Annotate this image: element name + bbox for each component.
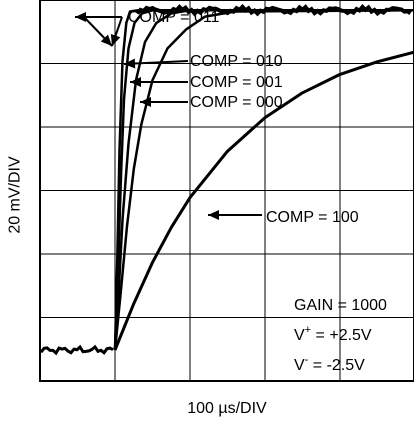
settled-trace-band bbox=[135, 3, 412, 17]
condition-vplus: V+ = +2.5V bbox=[294, 324, 372, 344]
trace-001 bbox=[113, 9, 414, 351]
label-comp-001: COMP = 001 bbox=[190, 74, 283, 91]
traces bbox=[39, 3, 414, 356]
comp-100-arrow-arrowhead bbox=[208, 210, 219, 220]
comp-011-arrow-b-arrowhead bbox=[100, 34, 112, 46]
condition-vminus: V- = -2.5V bbox=[294, 354, 365, 374]
baseline-trace bbox=[39, 344, 114, 356]
plot-frame bbox=[39, 0, 414, 382]
comp-001-arrow-arrowhead bbox=[130, 77, 141, 87]
trace-100 bbox=[113, 50, 414, 351]
y-axis-label-wrap: 20 mV/DIV bbox=[2, 72, 30, 318]
trace-000 bbox=[113, 9, 414, 351]
comp-011-arrow-c-arrowhead bbox=[110, 33, 121, 46]
label-comp-000: COMP = 000 bbox=[190, 94, 283, 111]
comp-010-arrow-arrowhead bbox=[124, 58, 136, 69]
trace-011 bbox=[113, 9, 414, 351]
label-comp-100: COMP = 100 bbox=[266, 209, 359, 226]
y-axis-label: 20 mV/DIV bbox=[7, 156, 25, 234]
annotations: COMP = 011 COMP = 010 COMP = 001 COMP = 000… bbox=[75, 9, 387, 374]
label-comp-010: COMP = 010 bbox=[190, 53, 283, 70]
comp-011-arrow-a-arrowhead bbox=[75, 12, 86, 22]
grid bbox=[40, 0, 414, 381]
condition-gain: GAIN = 1000 bbox=[294, 297, 387, 314]
label-comp-011: COMP = 011 bbox=[128, 9, 220, 26]
x-axis-label: 100 µs/DIV bbox=[187, 400, 267, 417]
comp-000-arrow-arrowhead bbox=[140, 97, 151, 107]
trace-010 bbox=[113, 9, 414, 351]
